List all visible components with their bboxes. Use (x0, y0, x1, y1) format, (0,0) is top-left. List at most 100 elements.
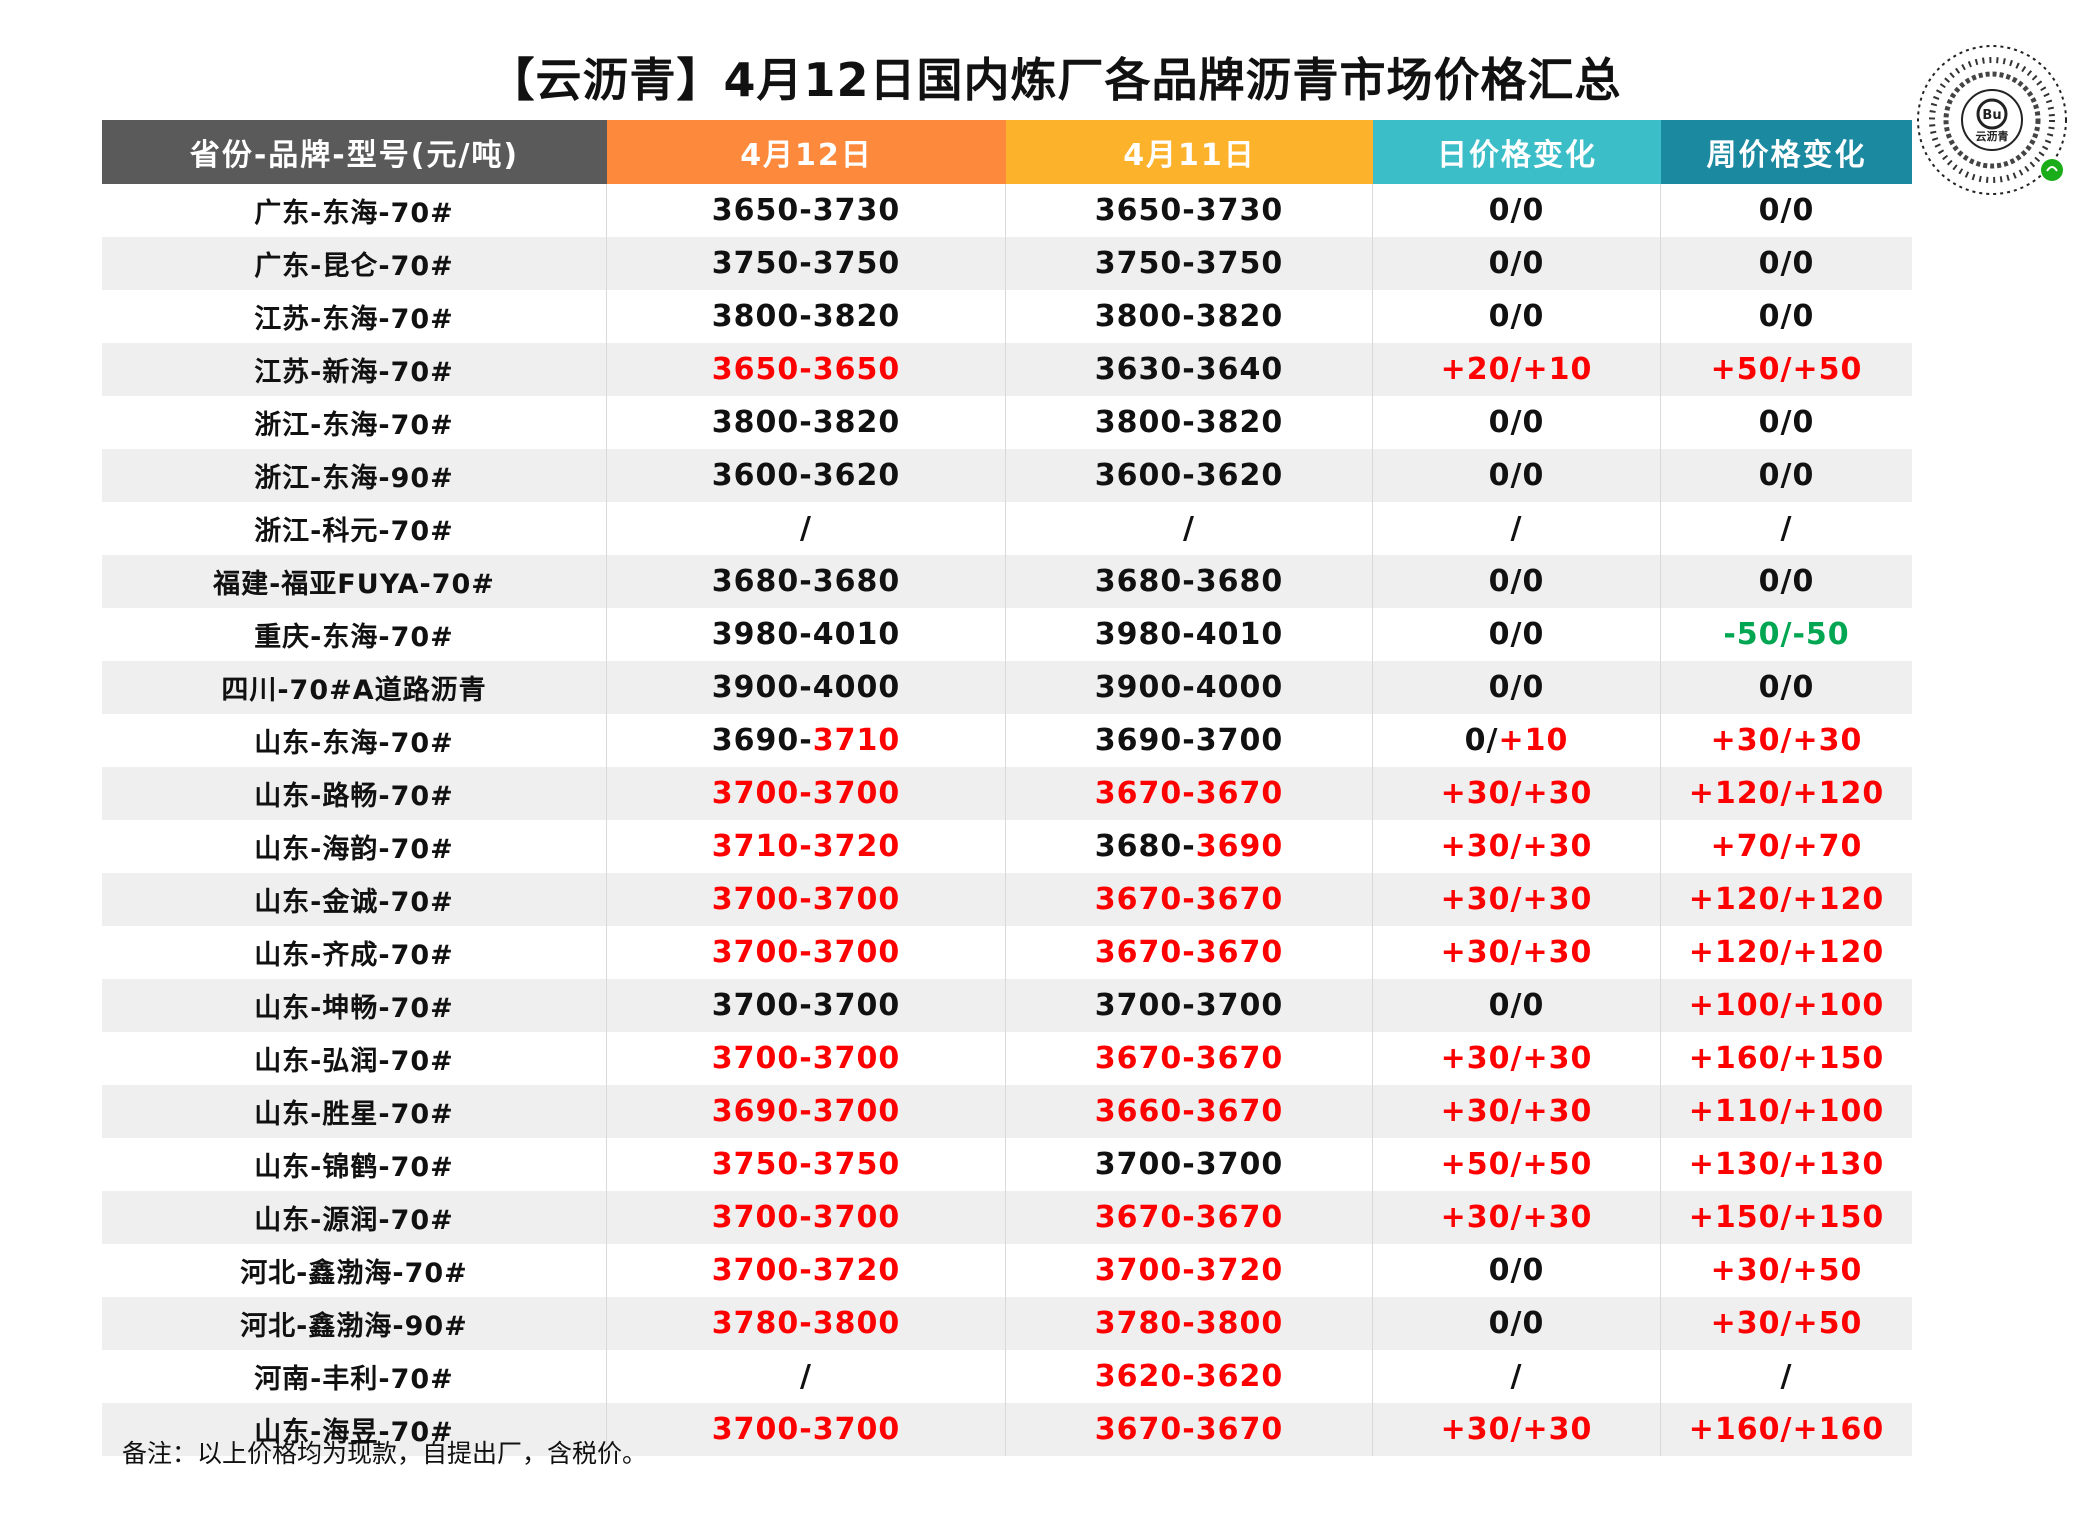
price-segment: 0/0 (1488, 299, 1545, 334)
cell-region-brand: 山东-路畅-70# (102, 767, 607, 820)
cell-weekly-change: 0/0 (1661, 555, 1912, 608)
cell-apr12-price: 3650-3730 (607, 184, 1006, 237)
price-segment: +70/+70 (1710, 829, 1863, 864)
table-row: 山东-锦鹤-70# 3750-3750 3700-3700 +50/+50 +130/+… (102, 1138, 1912, 1191)
cell-region-brand: 福建-福亚FUYA-70# (102, 555, 607, 608)
price-segment: / (800, 511, 812, 546)
cell-region-brand: 山东-源润-70# (102, 1191, 607, 1244)
cell-daily-change: 0/0 (1373, 184, 1661, 237)
cell-daily-change: +30/+30 (1373, 926, 1661, 979)
price-segment: 3690-3700 (1094, 723, 1284, 758)
cell-apr12-price: 3700-3700 (607, 979, 1006, 1032)
cell-region-brand: 山东-坤畅-70# (102, 979, 607, 1032)
table-row: 江苏-东海-70# 3800-3820 3800-3820 0/0 0/0 (102, 290, 1912, 343)
cell-apr11-price: 3620-3620 (1006, 1350, 1373, 1403)
cell-daily-change: 0/+10 (1373, 714, 1661, 767)
cell-apr11-price: 3680- 3690 (1006, 820, 1373, 873)
price-segment: / (1780, 511, 1793, 546)
price-segment: 3780-3800 (711, 1306, 901, 1341)
price-segment: 3700-3700 (1094, 988, 1284, 1023)
price-segment: 3800-3820 (711, 299, 901, 334)
price-segment: +120/+120 (1688, 882, 1885, 917)
price-segment: 0/ (1464, 723, 1499, 758)
cell-apr11-price: 3670-3670 (1006, 1403, 1373, 1456)
table-row: 河北-鑫渤海-90# 3780-3800 3780-3800 0/0 +30/+50 (102, 1297, 1912, 1350)
cell-apr12-price: 3710-3720 (607, 820, 1006, 873)
cell-apr11-price: 3900-4000 (1006, 661, 1373, 714)
cell-weekly-change: +70/+70 (1661, 820, 1912, 873)
price-segment: 3700-3720 (711, 1253, 901, 1288)
cell-apr12-price: 3700-3700 (607, 926, 1006, 979)
table-row: 山东-弘润-70# 3700-3700 3670-3670 +30/+30 +160/+… (102, 1032, 1912, 1085)
qr-label: 云沥青 (1976, 129, 2009, 143)
cell-weekly-change: -50/-50 (1661, 608, 1912, 661)
cell-region-brand: 河南-丰利-70# (102, 1350, 607, 1403)
table-row: 浙江-东海-70# 3800-3820 3800-3820 0/0 0/0 (102, 396, 1912, 449)
cell-daily-change: +30/+30 (1373, 1403, 1661, 1456)
price-segment: 0/0 (1488, 670, 1545, 705)
price-segment: 3650-3730 (711, 193, 901, 228)
page-title: 【云沥青】4月12日国内炼厂各品牌沥青市场价格汇总 (488, 53, 1622, 107)
price-segment: 3660-3670 (1094, 1094, 1284, 1129)
cell-region-brand: 四川-70#A道路沥青 (102, 661, 607, 714)
price-segment: 3620-3620 (1094, 1359, 1284, 1394)
price-segment: 3700-3700 (711, 935, 901, 970)
price-segment: 3650-3650 (711, 352, 901, 387)
price-segment: 3700-3700 (711, 776, 901, 811)
cell-weekly-change: +30/+30 (1661, 714, 1912, 767)
price-segment: +120/+120 (1688, 776, 1885, 811)
price-segment: 0/0 (1488, 1306, 1545, 1341)
cell-daily-change: +30/+30 (1373, 1085, 1661, 1138)
table-row: 山东-海昱-70# 3700-3700 3670-3670 +30/+30 +160/+… (102, 1403, 1912, 1456)
price-segment: 3700-3700 (711, 1041, 901, 1076)
cell-daily-change: +30/+30 (1373, 1191, 1661, 1244)
price-segment: 3670-3670 (1094, 935, 1284, 970)
price-segment: 3700-3700 (711, 1200, 901, 1235)
cell-apr12-price: 3700-3700 (607, 1191, 1006, 1244)
cell-apr12-price: 3700-3700 (607, 1403, 1006, 1456)
cell-weekly-change: 0/0 (1661, 184, 1912, 237)
price-segment: +10 (1498, 723, 1569, 758)
cell-daily-change: +20/+10 (1373, 343, 1661, 396)
price-segment: 0/0 (1488, 405, 1545, 440)
cell-daily-change: +50/+50 (1373, 1138, 1661, 1191)
cell-apr11-price: 3700-3700 (1006, 1138, 1373, 1191)
price-segment: 0/0 (1758, 299, 1815, 334)
price-segment: 0/0 (1488, 246, 1545, 281)
price-segment: +50/+50 (1710, 352, 1863, 387)
cell-apr11-price: 3700-3700 (1006, 979, 1373, 1032)
cell-weekly-change: +50/+50 (1661, 343, 1912, 396)
price-segment: 3710-3720 (711, 829, 901, 864)
cell-region-brand: 江苏-东海-70# (102, 290, 607, 343)
price-segment: 3630-3640 (1094, 352, 1284, 387)
price-segment: 3700-3700 (711, 1412, 901, 1447)
cell-apr12-price: 3800-3820 (607, 290, 1006, 343)
price-segment: +100/+100 (1688, 988, 1885, 1023)
price-segment: 0/0 (1758, 405, 1815, 440)
price-segment: 3670-3670 (1094, 1200, 1284, 1235)
price-segment: 3980-4010 (1094, 617, 1284, 652)
cell-apr11-price: 3670-3670 (1006, 767, 1373, 820)
price-segment: 3690- (711, 723, 813, 758)
footnote: 备注：以上价格均为现款，自提出厂，含税价。 (122, 1439, 648, 1468)
cell-region-brand: 山东-胜星-70# (102, 1085, 607, 1138)
cell-region-brand: 浙江-科元-70# (102, 502, 607, 555)
table-row: 四川-70#A道路沥青 3900-4000 3900-4000 0/0 0/0 (102, 661, 1912, 714)
cell-region-brand: 重庆-东海-70# (102, 608, 607, 661)
cell-weekly-change: +120/+120 (1661, 767, 1912, 820)
price-segment: 3750-3750 (1094, 246, 1284, 281)
cell-daily-change: +30/+30 (1373, 767, 1661, 820)
price-segment: +150/+150 (1688, 1200, 1885, 1235)
cell-weekly-change: +120/+120 (1661, 873, 1912, 926)
cell-weekly-change: 0/0 (1661, 396, 1912, 449)
price-segment: +130/+130 (1688, 1147, 1885, 1182)
table-row: 山东-齐成-70# 3700-3700 3670-3670 +30/+30 +120/+… (102, 926, 1912, 979)
cell-region-brand: 山东-金诚-70# (102, 873, 607, 926)
qr-code-icon[interactable]: Bu 云沥青 (1912, 40, 2072, 200)
price-segment: +120/+120 (1688, 935, 1885, 970)
price-segment: 3680-3680 (711, 564, 901, 599)
price-segment: +160/+150 (1688, 1041, 1885, 1076)
price-segment: 3680- (1094, 829, 1196, 864)
price-segment: / (1183, 511, 1195, 546)
cell-region-brand: 江苏-新海-70# (102, 343, 607, 396)
